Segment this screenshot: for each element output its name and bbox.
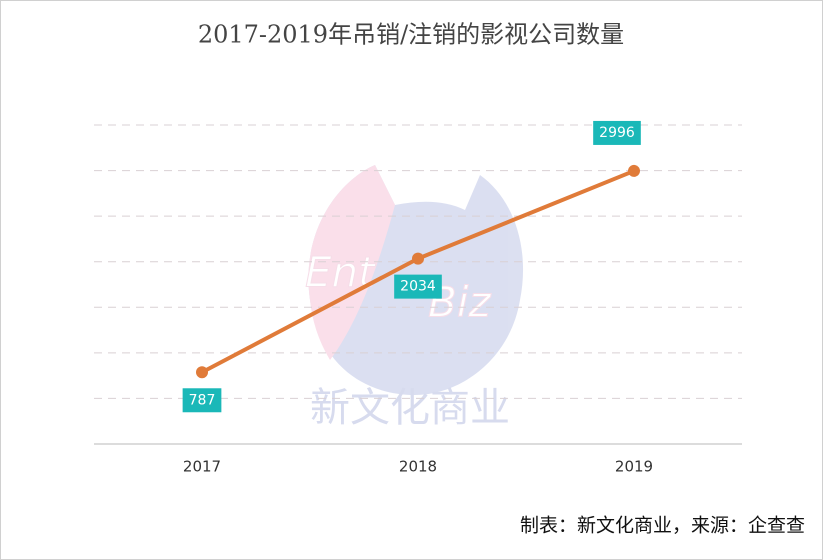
point [412, 252, 424, 265]
data-label-box [182, 388, 222, 413]
x-tick-label: 2017 [183, 458, 221, 476]
watermark-text: 新文化商业 [310, 385, 510, 431]
x-tick-label: 2018 [399, 458, 437, 476]
point [628, 164, 640, 177]
data-label: 787 [189, 392, 216, 408]
watermark-shape [308, 165, 395, 360]
x-tick-label: 2019 [615, 458, 653, 476]
source-note: 制表：新文化商业，来源：企查查 [520, 515, 805, 537]
point [196, 366, 208, 379]
data-label-box [394, 274, 442, 299]
data-label: 2996 [599, 125, 635, 141]
data-label-box [593, 120, 641, 145]
watermark-text: Ent [305, 248, 376, 297]
chart-title: 2017-2019年吊销/注销的影视公司数量 [198, 21, 624, 49]
data-label: 2034 [400, 279, 436, 295]
